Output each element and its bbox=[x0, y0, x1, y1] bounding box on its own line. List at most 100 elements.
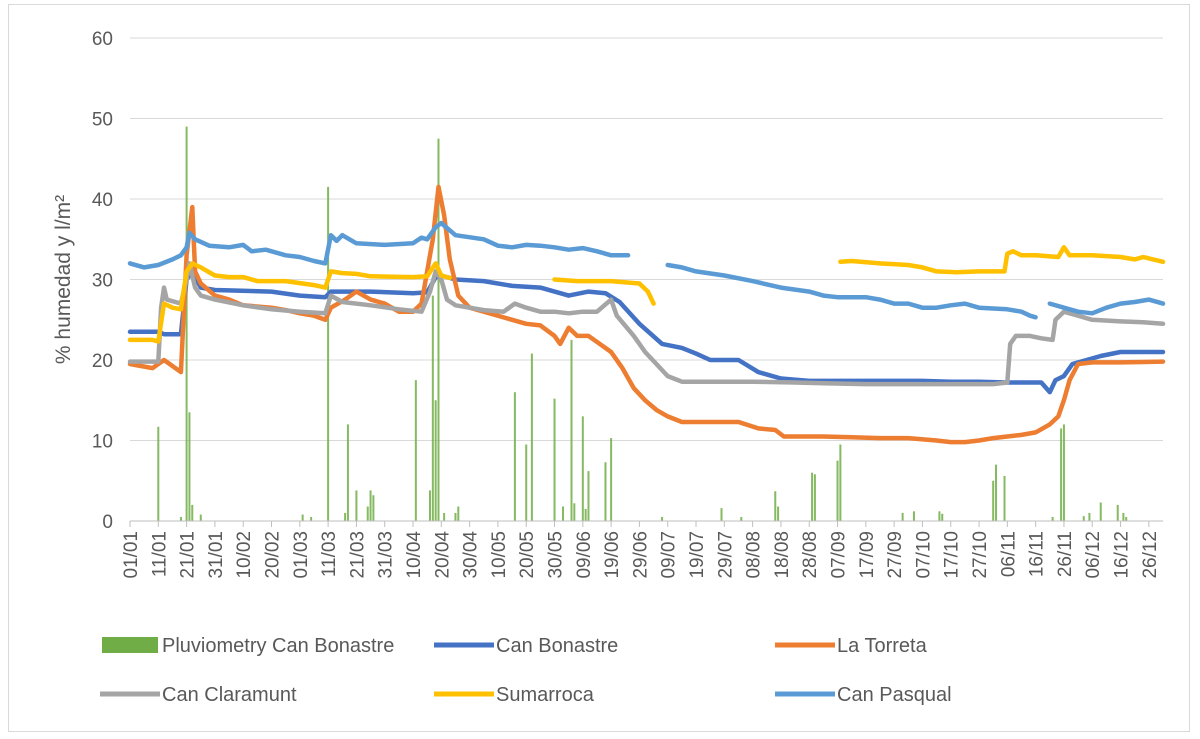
x-tick-label: 27/09 bbox=[885, 531, 906, 579]
rain-bar bbox=[310, 516, 313, 521]
rain-bar bbox=[1060, 428, 1063, 521]
legend-label: Can Pasqual bbox=[837, 684, 952, 706]
y-tick-label: 30 bbox=[92, 271, 113, 292]
x-tick-label: 30/04 bbox=[461, 531, 482, 579]
rain-bar bbox=[811, 472, 814, 521]
rain-bar bbox=[457, 506, 460, 521]
x-tick-label: 11/03 bbox=[319, 531, 340, 577]
series-line-la-torreta bbox=[127, 184, 1166, 445]
rain-bar bbox=[434, 400, 437, 521]
x-tick-label: 18/08 bbox=[772, 531, 793, 579]
rain-bar bbox=[938, 511, 941, 521]
x-tick-label: 20/04 bbox=[432, 531, 453, 579]
legend-item: Sumarroca bbox=[434, 684, 595, 706]
x-tick-label: 20/02 bbox=[263, 531, 284, 579]
series-line-sumarroca bbox=[838, 245, 1166, 275]
rain-bar bbox=[774, 491, 777, 521]
rain-bar bbox=[530, 353, 533, 521]
x-tick-label: 16/12 bbox=[1112, 531, 1133, 579]
rain-bar bbox=[573, 503, 576, 521]
rain-bar bbox=[839, 444, 842, 521]
x-tick-label: 07/10 bbox=[913, 531, 934, 579]
legend-label: Pluviometry Can Bonastre bbox=[162, 635, 394, 657]
series-line-can-pasqual bbox=[665, 262, 1038, 320]
x-tick-label: 31/03 bbox=[376, 531, 397, 579]
legend-label: Sumarroca bbox=[496, 684, 595, 706]
x-tick-label: 26/11 bbox=[1055, 531, 1076, 577]
rain-bar bbox=[428, 490, 431, 521]
rain-bar bbox=[941, 513, 944, 521]
rain-bar bbox=[366, 506, 369, 521]
y-axis-label: % humedad y l/m² bbox=[52, 195, 75, 364]
rain-bar bbox=[1062, 424, 1065, 521]
series-line-sumarroca bbox=[552, 277, 656, 306]
series-line-can-bonastre bbox=[127, 269, 1166, 395]
x-tick-label: 07/09 bbox=[829, 531, 850, 579]
series-lines bbox=[127, 184, 1166, 445]
pluviometry-bars bbox=[157, 126, 1128, 522]
x-tick-label: 19/07 bbox=[687, 531, 708, 579]
x-tick-label: 16/11 bbox=[1027, 531, 1048, 577]
x-tick-label: 06/12 bbox=[1083, 531, 1104, 579]
rain-bar bbox=[443, 512, 446, 521]
y-axis-ticks: 0 10 20 30 40 50 60 bbox=[92, 29, 113, 533]
x-tick-label: 06/11 bbox=[998, 531, 1019, 577]
x-tick-label: 01/03 bbox=[291, 531, 312, 579]
x-axis-ticks: 01/01 11/01 21/01 31/01 10/02 20/02 01/03 11/03… bbox=[121, 521, 1161, 579]
y-tick-label: 0 bbox=[102, 512, 113, 533]
x-tick-label: 09/07 bbox=[659, 531, 680, 579]
rain-bar bbox=[344, 512, 347, 521]
x-tick-label: 17/09 bbox=[857, 531, 878, 579]
rain-bar bbox=[1082, 516, 1085, 521]
rain-bar bbox=[1122, 512, 1125, 521]
rain-bar bbox=[1099, 502, 1102, 521]
series-line-can-claramunt bbox=[127, 261, 1166, 387]
rain-bar bbox=[191, 504, 194, 521]
x-tick-label: 30/05 bbox=[546, 531, 567, 579]
legend-swatch-bar bbox=[102, 637, 158, 653]
rain-bar bbox=[584, 508, 587, 521]
x-tick-label: 17/10 bbox=[942, 531, 963, 579]
x-tick-label: 01/01 bbox=[121, 531, 142, 579]
legend-item: Pluviometry Can Bonastre bbox=[102, 635, 394, 657]
rain-bar bbox=[327, 186, 330, 522]
legend-item: Can Claramunt bbox=[100, 684, 297, 706]
chart-frame bbox=[8, 4, 1190, 732]
x-tick-label: 09/06 bbox=[574, 531, 595, 579]
legend: Pluviometry Can Bonastre Can Bonastre La T… bbox=[100, 635, 952, 706]
rain-bar bbox=[720, 508, 723, 521]
rain-bar bbox=[992, 480, 995, 521]
legend-item: Can Pasqual bbox=[775, 684, 952, 706]
rain-bar bbox=[777, 506, 780, 521]
rain-bar bbox=[437, 138, 440, 521]
x-tick-label: 11/01 bbox=[149, 531, 170, 577]
rain-bar bbox=[414, 380, 417, 521]
legend-label: Can Claramunt bbox=[162, 684, 297, 706]
y-tick-label: 10 bbox=[92, 432, 113, 453]
series-line-sumarroca bbox=[127, 261, 453, 344]
rain-bar bbox=[199, 514, 202, 521]
x-tick-label: 19/06 bbox=[602, 531, 623, 579]
rain-bar bbox=[553, 398, 556, 521]
rain-bar bbox=[740, 516, 743, 521]
rain-bar bbox=[369, 490, 372, 521]
rain-bar bbox=[661, 516, 664, 521]
rain-bar bbox=[1125, 516, 1128, 521]
y-tick-label: 20 bbox=[92, 351, 113, 372]
rain-bar bbox=[610, 438, 613, 521]
x-tick-label: 20/05 bbox=[517, 531, 538, 579]
x-tick-label: 27/10 bbox=[970, 531, 991, 579]
x-tick-label: 26/12 bbox=[1140, 531, 1161, 579]
series-line-can-pasqual bbox=[1047, 297, 1166, 316]
rain-bar bbox=[1003, 475, 1006, 521]
y-tick-label: 50 bbox=[92, 110, 113, 131]
legend-item: La Torreta bbox=[775, 635, 928, 657]
y-tick-label: 60 bbox=[92, 29, 113, 50]
rain-bar bbox=[1051, 516, 1054, 521]
y-tick-label: 40 bbox=[92, 190, 113, 211]
x-tick-label: 21/01 bbox=[178, 531, 199, 579]
x-tick-label: 21/03 bbox=[347, 531, 368, 579]
rain-bar bbox=[179, 516, 182, 521]
legend-item: Can Bonastre bbox=[434, 635, 618, 657]
